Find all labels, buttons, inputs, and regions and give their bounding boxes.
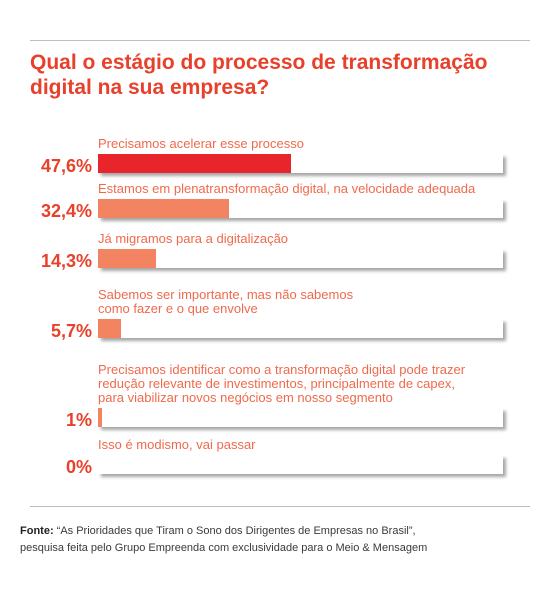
bar-row: Já migramos para a digitalização 14,3%: [30, 0, 503, 271]
bar-track: [98, 455, 503, 474]
category-label: Isso é modismo, vai passar: [98, 437, 256, 452]
bar: [98, 199, 229, 218]
value-label: 5,7%: [50, 321, 92, 341]
value-label: 32,4%: [40, 201, 92, 221]
bar-track: [98, 154, 503, 173]
top-divider: [30, 40, 530, 41]
bar-track: [98, 199, 503, 218]
bar: [98, 319, 121, 338]
chart-title: Qual o estágio do processo de transforma…: [30, 51, 488, 99]
bar-row: Sabemos ser importante, mas não sabemos …: [30, 0, 503, 341]
bottom-divider: [30, 506, 530, 507]
source-text: “As Prioridades que Tiram o Sono dos Dir…: [53, 525, 416, 537]
category-label: Sabemos ser importante, mas não sabemos …: [98, 287, 354, 316]
category-label: Já migramos para a digitalização: [98, 231, 289, 246]
bar-row: Estamos em plenatransformação digital, n…: [30, 0, 503, 221]
bar-row: Precisamos acelerar esse processo 47,6%: [30, 0, 503, 176]
bar-track: [98, 408, 503, 427]
value-label: 0%: [65, 457, 92, 477]
source-label: Fonte:: [20, 525, 54, 537]
bar-track: [98, 249, 503, 268]
bar: [98, 154, 291, 173]
source-note: Fonte: “As Prioridades que Tiram o Sono …: [20, 523, 550, 557]
bar-track: [98, 319, 503, 338]
bar-row: Isso é modismo, vai passar 0%: [30, 0, 503, 477]
value-label: 14,3%: [40, 251, 92, 271]
source-text-line2: pesquisa feita pelo Grupo Empreenda com …: [20, 542, 428, 554]
value-label: 47,6%: [40, 156, 92, 176]
bar: [98, 249, 156, 268]
category-label: Precisamos acelerar esse processo: [98, 136, 304, 151]
value-label: 1%: [65, 410, 92, 430]
bar: [98, 408, 102, 427]
category-label: Precisamos identificar como a transforma…: [98, 362, 466, 405]
bar-row: Precisamos identificar como a transforma…: [30, 0, 503, 430]
category-label: Estamos em plenatransformação digital, n…: [98, 181, 476, 196]
